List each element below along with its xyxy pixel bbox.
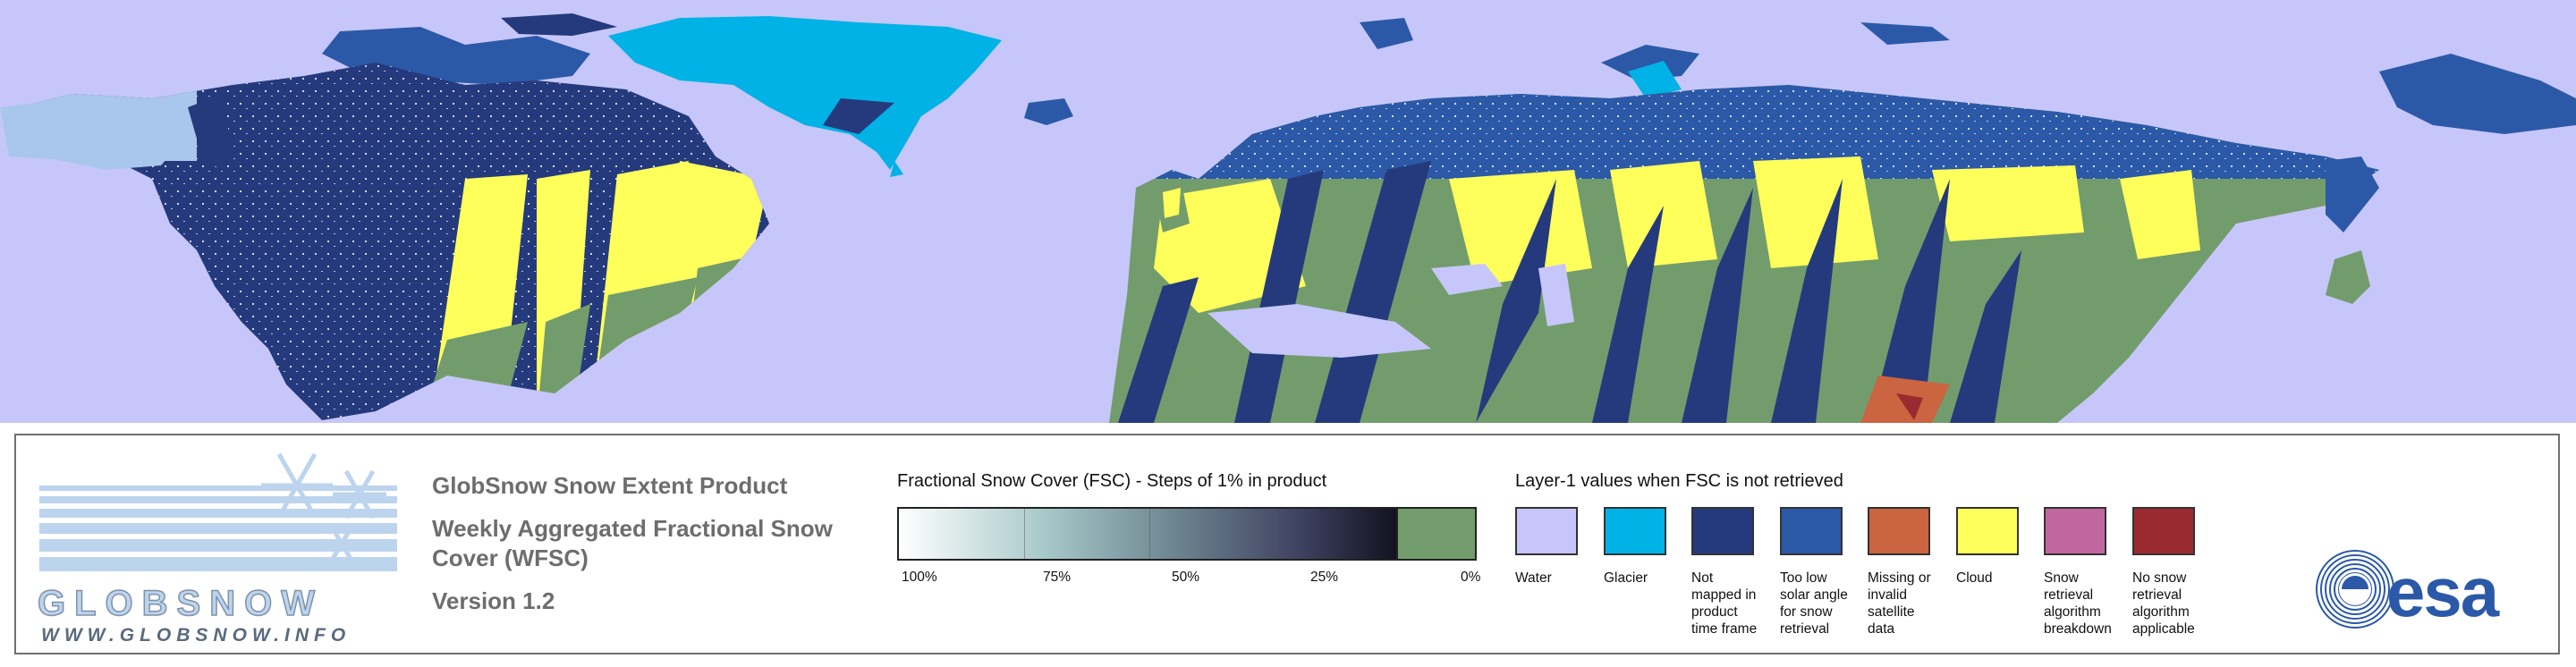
logo-stripes-graphic (39, 452, 397, 571)
legend-label-line: applicable (2132, 621, 2195, 637)
fsc-zero-swatch (1398, 507, 1477, 561)
legend-label-line: data (1868, 621, 1895, 637)
product-version: Version 1.2 (432, 587, 555, 614)
esa-emblem-icon (2316, 550, 2394, 629)
legend-swatch (1956, 507, 2019, 555)
globsnow-logo: GLOBSNOW WWW.GLOBSNOW.INFO (37, 450, 413, 646)
legend-swatch (1691, 507, 1754, 555)
legend-label: Too low solar angle for snow retrieval (1780, 570, 1859, 637)
legend-label-line: breakdown (2044, 621, 2112, 637)
layer1-title: Layer-1 values when FSC is not retrieved (1515, 471, 1843, 491)
legend-label-line: product (1691, 604, 1738, 620)
snow-cover-map (0, 0, 2576, 423)
fsc-tick-label: 100% (902, 570, 937, 585)
legend-panel: GLOBSNOW WWW.GLOBSNOW.INFO GlobSnow Snow… (14, 434, 2560, 654)
legend-label: Water (1515, 570, 1594, 587)
fsc-tick-label: 0% (1461, 570, 1481, 585)
product-subtitle-line1: Weekly Aggregated Fractional Snow (432, 515, 833, 542)
esa-wordmark: esa (2386, 553, 2499, 631)
fsc-tick-label: 50% (1172, 570, 1200, 585)
legend-label: Not mapped in product time frame (1691, 570, 1770, 637)
legend-label-line: solar angle (1780, 587, 1848, 603)
legend-label-line: time frame (1691, 621, 1758, 637)
legend-label: Glacier (1604, 570, 1682, 587)
fsc-tick-label: 25% (1310, 570, 1339, 585)
legend-label: No snow retrieval algorithm applicable (2132, 570, 2211, 637)
legend-swatch (2132, 507, 2195, 555)
legend-label-line: algorithm (2044, 604, 2101, 620)
product-title: GlobSnow Snow Extent Product (432, 472, 788, 499)
legend-label: Snow retrieval algorithm breakdown (2044, 570, 2123, 637)
fsc-gradient-bar (897, 507, 1398, 561)
globsnow-url: WWW.GLOBSNOW.INFO (41, 625, 352, 646)
legend-swatch (1868, 507, 1930, 555)
map-canvas (0, 13, 2576, 423)
legend-label-line: Too low (1780, 570, 1827, 586)
globsnow-brand: GLOBSNOW (37, 583, 324, 624)
legend-label: Cloud (1956, 570, 2035, 587)
legend-label-line: Snow retrieval (2044, 570, 2094, 603)
legend-label-line: algorithm (2132, 604, 2190, 620)
fsc-scale-title: Fractional Snow Cover (FSC) - Steps of 1… (897, 471, 1327, 491)
legend-label-line: Cloud (1956, 570, 1993, 586)
legend-label: Missing or invalid satellite data (1868, 570, 1946, 637)
legend-label-line: Glacier (1604, 570, 1648, 586)
legend-label-line: retrieval (2132, 587, 2182, 603)
esa-logo: esa (2306, 543, 2565, 641)
legend-label-line: for snow (1780, 604, 1833, 620)
legend-label-line: mapped in (1691, 587, 1757, 603)
fsc-tick-label: 75% (1043, 570, 1072, 585)
legend-label-line: Missing or (1868, 570, 1931, 586)
legend-swatch (1515, 507, 1578, 555)
legend-label-line: retrieval (1780, 621, 1830, 637)
snowflake-icon (261, 452, 386, 565)
legend-label-line: Not (1691, 570, 1714, 586)
legend-swatch (1604, 507, 1666, 555)
legend-label-line: No snow (2132, 570, 2187, 586)
legend-swatch (2044, 507, 2106, 555)
legend-label-line: invalid satellite (1868, 587, 1915, 620)
legend-swatch (1780, 507, 1843, 555)
product-subtitle-line2: Cover (WFSC) (432, 545, 589, 571)
greenland (608, 16, 1002, 170)
legend-label-line: Water (1515, 570, 1552, 586)
